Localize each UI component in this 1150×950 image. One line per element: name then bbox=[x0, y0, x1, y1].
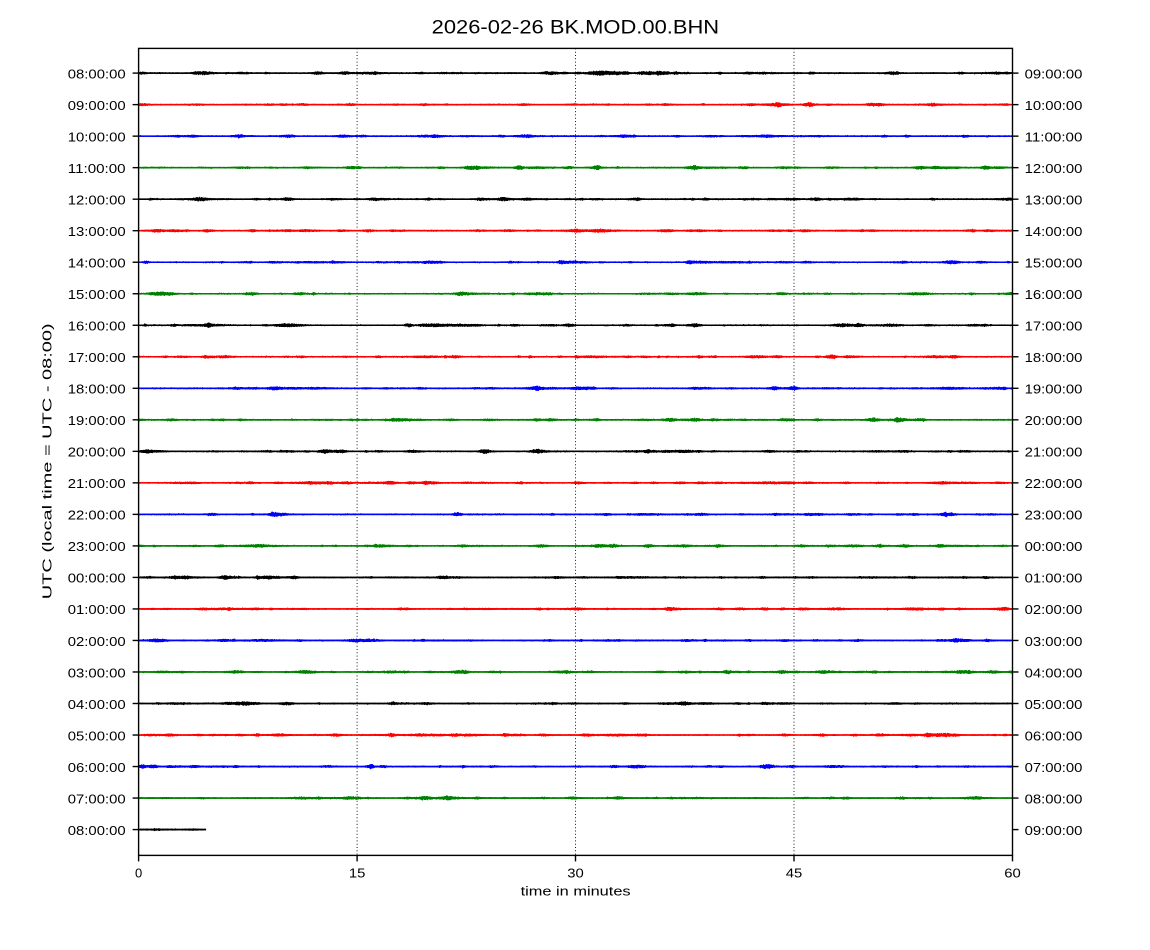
svg-text:13:00:00: 13:00:00 bbox=[68, 224, 126, 239]
svg-text:60: 60 bbox=[1004, 865, 1021, 880]
svg-text:12:00:00: 12:00:00 bbox=[68, 192, 126, 207]
svg-text:16:00:00: 16:00:00 bbox=[1025, 287, 1083, 302]
svg-text:UTC (local time = UTC - 08:00): UTC (local time = UTC - 08:00) bbox=[40, 323, 55, 599]
svg-text:10:00:00: 10:00:00 bbox=[1025, 98, 1083, 113]
svg-text:07:00:00: 07:00:00 bbox=[68, 791, 126, 806]
svg-text:04:00:00: 04:00:00 bbox=[68, 697, 126, 712]
svg-text:01:00:00: 01:00:00 bbox=[68, 602, 126, 617]
svg-text:06:00:00: 06:00:00 bbox=[1025, 728, 1083, 743]
svg-text:11:00:00: 11:00:00 bbox=[68, 161, 126, 176]
svg-text:15: 15 bbox=[349, 865, 366, 880]
svg-text:08:00:00: 08:00:00 bbox=[68, 823, 126, 838]
svg-text:21:00:00: 21:00:00 bbox=[1025, 445, 1083, 460]
svg-text:10:00:00: 10:00:00 bbox=[68, 129, 126, 144]
svg-text:15:00:00: 15:00:00 bbox=[68, 287, 126, 302]
svg-text:18:00:00: 18:00:00 bbox=[1025, 350, 1083, 365]
svg-text:05:00:00: 05:00:00 bbox=[68, 728, 126, 743]
svg-text:19:00:00: 19:00:00 bbox=[68, 413, 126, 428]
svg-text:17:00:00: 17:00:00 bbox=[68, 350, 126, 365]
svg-text:17:00:00: 17:00:00 bbox=[1025, 319, 1083, 334]
svg-text:01:00:00: 01:00:00 bbox=[1025, 571, 1083, 586]
svg-text:16:00:00: 16:00:00 bbox=[68, 319, 126, 334]
svg-text:20:00:00: 20:00:00 bbox=[1025, 413, 1083, 428]
svg-text:04:00:00: 04:00:00 bbox=[1025, 665, 1083, 680]
svg-text:08:00:00: 08:00:00 bbox=[1025, 791, 1083, 806]
svg-text:45: 45 bbox=[786, 865, 803, 880]
svg-text:0: 0 bbox=[135, 865, 142, 880]
svg-text:14:00:00: 14:00:00 bbox=[1025, 224, 1083, 239]
svg-text:22:00:00: 22:00:00 bbox=[68, 508, 126, 523]
svg-text:time in minutes: time in minutes bbox=[521, 884, 632, 899]
svg-text:09:00:00: 09:00:00 bbox=[68, 98, 126, 113]
svg-text:00:00:00: 00:00:00 bbox=[1025, 539, 1083, 554]
svg-text:21:00:00: 21:00:00 bbox=[68, 476, 126, 491]
svg-text:09:00:00: 09:00:00 bbox=[1025, 66, 1083, 81]
svg-text:05:00:00: 05:00:00 bbox=[1025, 697, 1083, 712]
svg-text:13:00:00: 13:00:00 bbox=[1025, 192, 1083, 207]
svg-text:03:00:00: 03:00:00 bbox=[1025, 634, 1083, 649]
svg-text:02:00:00: 02:00:00 bbox=[1025, 602, 1083, 617]
svg-text:07:00:00: 07:00:00 bbox=[1025, 760, 1083, 775]
svg-text:19:00:00: 19:00:00 bbox=[1025, 382, 1083, 397]
svg-text:09:00:00: 09:00:00 bbox=[1025, 823, 1083, 838]
svg-text:03:00:00: 03:00:00 bbox=[68, 665, 126, 680]
svg-text:22:00:00: 22:00:00 bbox=[1025, 476, 1083, 491]
svg-text:00:00:00: 00:00:00 bbox=[68, 571, 126, 586]
svg-text:23:00:00: 23:00:00 bbox=[68, 539, 126, 554]
svg-text:11:00:00: 11:00:00 bbox=[1025, 129, 1083, 144]
svg-text:02:00:00: 02:00:00 bbox=[68, 634, 126, 649]
svg-text:23:00:00: 23:00:00 bbox=[1025, 508, 1083, 523]
svg-text:15:00:00: 15:00:00 bbox=[1025, 256, 1083, 271]
svg-text:2026-02-26 BK.MOD.00.BHN: 2026-02-26 BK.MOD.00.BHN bbox=[432, 17, 720, 39]
svg-text:06:00:00: 06:00:00 bbox=[68, 760, 126, 775]
svg-text:08:00:00: 08:00:00 bbox=[68, 66, 126, 81]
svg-text:20:00:00: 20:00:00 bbox=[68, 445, 126, 460]
svg-text:14:00:00: 14:00:00 bbox=[68, 256, 126, 271]
svg-text:30: 30 bbox=[567, 865, 584, 880]
svg-text:12:00:00: 12:00:00 bbox=[1025, 161, 1083, 176]
svg-text:18:00:00: 18:00:00 bbox=[68, 382, 126, 397]
